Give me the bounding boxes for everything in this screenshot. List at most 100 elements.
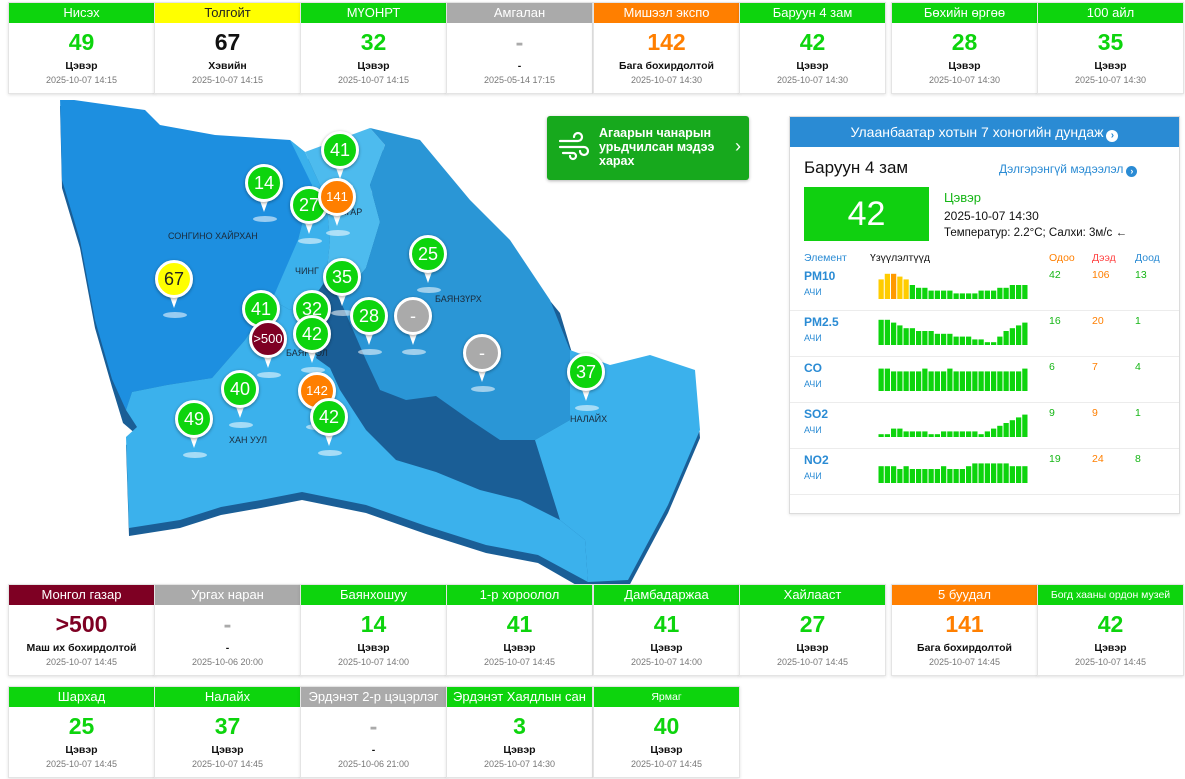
station-card[interactable]: Монгол газар >500 Маш их бохирдолтой 2025-1… (8, 584, 155, 676)
sparkline-bar (928, 469, 934, 483)
sparkline-bar (941, 290, 947, 299)
pollutant-row[interactable]: PM2.5 АЧИ 16 20 1 (790, 311, 1179, 357)
station-card-name: Монгол газар (9, 585, 154, 605)
station-card-name: Баруун 4 зам (740, 3, 885, 23)
map-pin[interactable]: >500 (249, 320, 289, 384)
sparkline-bar (922, 469, 928, 483)
station-card[interactable]: Толгойт 67 Хэвийн 2025-10-07 14:15 (154, 2, 301, 94)
map-pin[interactable]: 41 (321, 131, 361, 195)
station-card-aqi: 41 (506, 611, 533, 637)
station-card-status: Цэвэр (65, 744, 98, 756)
station-card[interactable]: 1-р хороолол 41 Цэвэр 2025-10-07 14:45 (446, 584, 593, 676)
station-card[interactable]: Хайлааст 27 Цэвэр 2025-10-07 14:45 (739, 584, 886, 676)
station-card[interactable]: Баянхошуу 14 Цэвэр 2025-10-07 14:00 (300, 584, 447, 676)
pollutant-row[interactable]: PM10 АЧИ 42 106 13 (790, 265, 1179, 311)
pin-stem (189, 434, 199, 448)
map-pin[interactable]: 35 (323, 258, 363, 322)
station-card[interactable]: Эрдэнэт Хаядлын сан 3 Цэвэр 2025-10-07 14:3… (446, 686, 593, 778)
pin-aqi-value: - (463, 334, 501, 372)
station-card[interactable]: Эрдэнэт 2-р цэцэрлэг - - 2025-10-06 21:00 (300, 686, 447, 778)
sparkline-bar (1003, 287, 1009, 299)
station-card[interactable]: Ярмаг 40 Цэвэр 2025-10-07 14:45 (593, 686, 740, 778)
station-card[interactable]: Ургах наран - - 2025-10-06 20:00 (154, 584, 301, 676)
sparkline-bar (922, 431, 928, 437)
sparkline-bar (941, 371, 947, 391)
sparkline-bar (1003, 371, 1009, 391)
station-card-aqi: 49 (68, 29, 95, 55)
map-pin[interactable]: 67 (155, 260, 195, 324)
sparkline-bar (934, 290, 940, 299)
station-card-time: 2025-10-07 14:30 (928, 75, 1001, 85)
map-pin[interactable]: 141 (318, 178, 358, 242)
pollutant-row[interactable]: NO2 АЧИ 19 24 8 (790, 449, 1179, 495)
station-card-time: 2025-05-14 17:15 (483, 75, 556, 85)
pin-stem (337, 292, 347, 306)
ulaanbaatar-map[interactable]: СОНГИНО ХАЙРХАНЧИНГБААТАРБАЯНЗҮРХБАЯНОЛХ… (40, 100, 760, 585)
station-card-status: Бага бохирдолтой (917, 642, 1012, 654)
station-card[interactable]: 100 айл 35 Цэвэр 2025-10-07 14:30 (1037, 2, 1184, 94)
sparkline-bar (897, 469, 903, 483)
map-pin[interactable]: 37 (567, 353, 607, 417)
station-card-name: Амгалан (447, 3, 592, 23)
station-card[interactable]: Нисэх 49 Цэвэр 2025-10-07 14:15 (8, 2, 155, 94)
sparkline-bar (922, 331, 928, 345)
sparkline-bar (916, 469, 922, 483)
district-bayanzurkh[interactable] (340, 128, 570, 440)
district-chingeltei-bayangol[interactable] (272, 140, 330, 310)
station-card[interactable]: МҮОНРТ 32 Цэвэр 2025-10-07 14:15 (300, 2, 447, 94)
station-card-status: Цэвэр (503, 642, 536, 654)
station-card-time: 2025-10-07 14:30 (483, 759, 556, 769)
station-card-time: 2025-10-07 14:45 (928, 657, 1001, 667)
station-card[interactable]: Амгалан - - 2025-05-14 17:15 (446, 2, 593, 94)
pin-stem (304, 220, 314, 234)
sparkline-bar (947, 290, 953, 299)
sparkline-bar (909, 431, 915, 437)
col-header-current: Одоо (1049, 252, 1075, 264)
pin-aqi-value: >500 (249, 320, 287, 358)
chevron-circle-right-icon: › (1106, 130, 1119, 142)
sparkline-bar (878, 434, 884, 437)
map-pin[interactable]: 25 (409, 235, 449, 299)
map-pin[interactable]: 28 (350, 297, 390, 361)
station-card-time: 2025-10-07 14:45 (483, 657, 556, 667)
sparkline-bar (1003, 463, 1009, 483)
station-card[interactable]: Мишээл экспо 142 Бага бохирдолтой 2025-10-0… (593, 2, 740, 94)
pollutant-row[interactable]: SO2 АЧИ 9 9 1 (790, 403, 1179, 449)
panel-title-bar[interactable]: Улаанбаатар хотын 7 хоногийн дундаж › (790, 117, 1179, 147)
station-card[interactable]: Дамбадаржаа 41 Цэвэр 2025-10-07 14:00 (593, 584, 740, 676)
map-pin[interactable]: 49 (175, 400, 215, 464)
details-link[interactable]: Дэлгэрэнгүй мэдээлэл › (999, 162, 1138, 177)
map-pin[interactable]: 42 (310, 398, 350, 462)
station-card[interactable]: Бөхийн өргөө 28 Цэвэр 2025-10-07 14:30 (891, 2, 1038, 94)
col-header-high: Дээд (1092, 252, 1116, 264)
forecast-button[interactable]: Агаарын чанарын урьдчилсан мэдээ харах › (547, 116, 749, 180)
station-card[interactable]: Баруун 4 зам 42 Цэвэр 2025-10-07 14:30 (739, 2, 886, 94)
station-card-time: 2025-10-07 14:45 (45, 657, 118, 667)
sparkline-bar (978, 434, 984, 437)
col-header-low: Доод (1135, 252, 1160, 264)
sparkline-bar (959, 336, 965, 345)
wind-direction-arrow-icon: ← (1115, 227, 1127, 239)
pollutant-high: 9 (1092, 407, 1098, 419)
chevron-circle-right-icon: › (1126, 166, 1138, 177)
wind-icon (558, 131, 590, 161)
station-card[interactable]: Шархад 25 Цэвэр 2025-10-07 14:45 (8, 686, 155, 778)
pin-aqi-value: 42 (310, 398, 348, 436)
station-card[interactable]: 5 буудал 141 Бага бохирдолтой 2025-10-07 14… (891, 584, 1038, 676)
station-card-time: 2025-10-07 14:30 (1074, 75, 1147, 85)
map-pin[interactable]: - (394, 297, 434, 361)
map-pin[interactable]: 42 (293, 315, 333, 379)
map-pin[interactable]: 40 (221, 370, 261, 434)
map-pin[interactable]: 27 (290, 186, 330, 250)
pollutant-low: 13 (1135, 269, 1147, 281)
map-pin[interactable]: 14 (245, 164, 285, 228)
station-card-aqi: 141 (945, 611, 984, 637)
pollutant-row[interactable]: CO АЧИ 6 7 4 (790, 357, 1179, 403)
station-card-name: МҮОНРТ (301, 3, 446, 23)
pollutant-sparkline (878, 414, 1028, 437)
station-card[interactable]: Богд хааны ордон музей 42 Цэвэр 2025-10-07 … (1037, 584, 1184, 676)
sparkline-bar (997, 371, 1003, 391)
map-pin[interactable]: - (463, 334, 503, 398)
station-card[interactable]: Налайх 37 Цэвэр 2025-10-07 14:45 (154, 686, 301, 778)
station-card-status: Цэвэр (1094, 642, 1127, 654)
